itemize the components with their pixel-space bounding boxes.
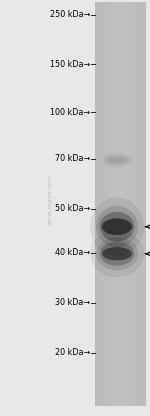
Ellipse shape [100,212,134,242]
Text: 250 kDa→: 250 kDa→ [50,10,90,19]
Ellipse shape [90,198,144,256]
Text: 30 kDa→: 30 kDa→ [55,298,90,307]
Ellipse shape [106,157,128,163]
Text: 20 kDa→: 20 kDa→ [55,348,90,357]
Ellipse shape [104,154,130,166]
Text: 40 kDa→: 40 kDa→ [55,248,90,257]
Text: 50 kDa→: 50 kDa→ [55,204,90,213]
Ellipse shape [100,242,134,266]
Ellipse shape [96,206,138,248]
Text: 150 kDa→: 150 kDa→ [50,60,90,69]
Text: 100 kDa→: 100 kDa→ [50,108,90,117]
Ellipse shape [90,230,144,277]
Ellipse shape [102,247,132,260]
Text: www.ptgab.com: www.ptgab.com [47,174,52,225]
Ellipse shape [102,218,132,235]
Text: 70 kDa→: 70 kDa→ [55,154,90,163]
Ellipse shape [96,237,138,270]
